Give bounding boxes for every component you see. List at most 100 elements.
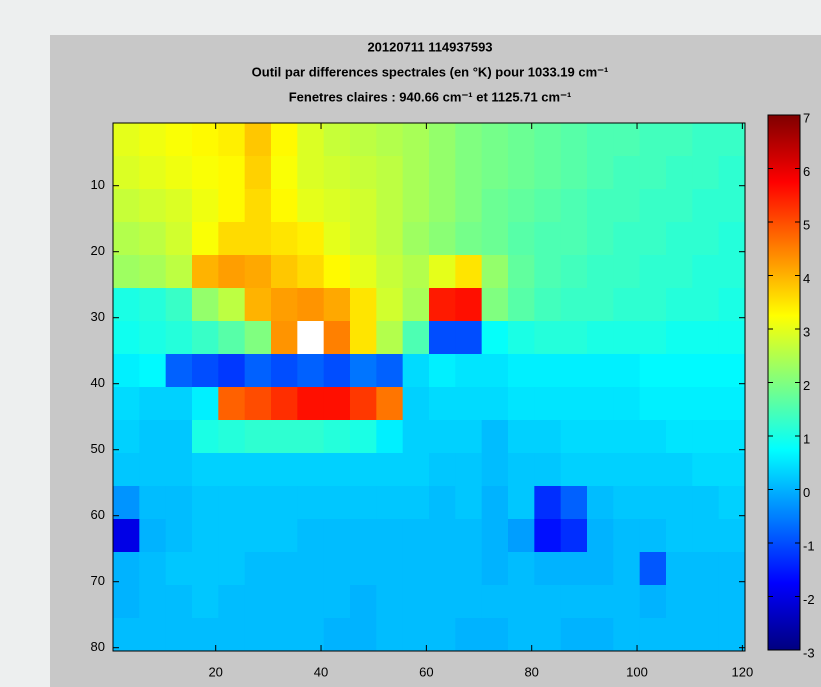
heatmap-cell	[324, 453, 351, 486]
heatmap-cell	[561, 354, 588, 387]
heatmap-cell	[508, 387, 535, 420]
heatmap-cell	[482, 156, 509, 189]
heatmap-cell	[350, 354, 377, 387]
heatmap-cell	[508, 288, 535, 321]
heatmap-cell	[692, 420, 719, 453]
heatmap-cell	[587, 585, 614, 618]
heatmap-cell	[561, 552, 588, 585]
heatmap-cell	[719, 618, 746, 651]
heatmap-cell	[666, 288, 693, 321]
page: 204060801001201020304050607080 20120711 …	[0, 0, 821, 687]
heatmap-cell	[640, 321, 667, 354]
colorbar-tick-label: 3	[803, 324, 810, 339]
heatmap-cell	[640, 255, 667, 288]
heatmap-cell	[350, 420, 377, 453]
heatmap-cell	[587, 618, 614, 651]
heatmap-cell	[666, 420, 693, 453]
heatmap-cell	[403, 255, 430, 288]
heatmap-cell	[561, 156, 588, 189]
heatmap-cell	[297, 354, 324, 387]
heatmap-cell	[719, 387, 746, 420]
heatmap-cell	[166, 618, 193, 651]
heatmap-cell	[324, 222, 351, 255]
heatmap-cell	[719, 222, 746, 255]
heatmap-cell	[350, 618, 377, 651]
heatmap-cell	[166, 222, 193, 255]
heatmap-cell	[218, 189, 245, 222]
heatmap-cell	[245, 354, 272, 387]
heatmap-cell	[376, 519, 403, 552]
heatmap-cell	[166, 123, 193, 156]
heatmap-cell	[508, 486, 535, 519]
heatmap-cell	[508, 519, 535, 552]
heatmap-cell	[429, 255, 456, 288]
heatmap-cell	[376, 354, 403, 387]
heatmap-cell	[613, 486, 640, 519]
heatmap-cell	[139, 453, 166, 486]
colorbar-tick-label: 5	[803, 217, 810, 232]
heatmap-cell	[482, 321, 509, 354]
heatmap-cell	[719, 156, 746, 189]
heatmap-cell	[297, 387, 324, 420]
heatmap-cell	[719, 255, 746, 288]
heatmap-cell	[719, 453, 746, 486]
heatmap-cell	[719, 321, 746, 354]
heatmap-cell	[113, 255, 140, 288]
heatmap-cell	[403, 123, 430, 156]
heatmap-cell	[218, 321, 245, 354]
heatmap-cell	[640, 222, 667, 255]
heatmap-cell	[455, 354, 482, 387]
heatmap-cell	[245, 255, 272, 288]
heatmap-cell	[561, 387, 588, 420]
heatmap-cell	[245, 123, 272, 156]
heatmap-cell	[245, 618, 272, 651]
heatmap-cell	[719, 189, 746, 222]
heatmap-cell	[139, 288, 166, 321]
heatmap-cell	[429, 387, 456, 420]
heatmap-cell	[429, 552, 456, 585]
heatmap-cell	[666, 123, 693, 156]
heatmap-cell	[139, 123, 166, 156]
heatmap-cell	[429, 123, 456, 156]
heatmap-cell	[508, 354, 535, 387]
heatmap-cell	[139, 354, 166, 387]
heatmap-cell	[666, 354, 693, 387]
heatmap-cell	[245, 453, 272, 486]
heatmap-cell	[324, 585, 351, 618]
heatmap-cell	[192, 453, 219, 486]
heatmap-cell	[534, 453, 561, 486]
heatmap-cell	[297, 486, 324, 519]
heatmap-cell	[534, 552, 561, 585]
heatmap-cell	[139, 519, 166, 552]
heatmap-cell	[113, 585, 140, 618]
heatmap-cell	[613, 189, 640, 222]
heatmap-cell	[218, 123, 245, 156]
heatmap-cell	[482, 552, 509, 585]
heatmap-cell	[297, 288, 324, 321]
heatmap-cell	[587, 222, 614, 255]
heatmap-cell	[218, 486, 245, 519]
heatmap-cell	[429, 189, 456, 222]
heatmap-cell	[692, 321, 719, 354]
heatmap-cell	[666, 222, 693, 255]
heatmap-cell	[245, 222, 272, 255]
heatmap-cell	[324, 486, 351, 519]
heatmap-cell	[271, 420, 298, 453]
heatmap-cell	[534, 321, 561, 354]
heatmap-cell	[271, 519, 298, 552]
heatmap-cell	[403, 387, 430, 420]
heatmap-cell	[297, 123, 324, 156]
heatmap-cell	[324, 387, 351, 420]
heatmap-cell	[403, 552, 430, 585]
heatmap-cell	[455, 420, 482, 453]
heatmap-cell	[376, 585, 403, 618]
heatmap-cell	[719, 519, 746, 552]
heatmap-cell	[482, 222, 509, 255]
heatmap-cell	[139, 321, 166, 354]
heatmap-cell	[166, 519, 193, 552]
heatmap-cell	[166, 255, 193, 288]
heatmap-cell	[297, 321, 324, 354]
heatmap-cell	[429, 222, 456, 255]
heatmap-cell	[508, 222, 535, 255]
heatmap-cell	[139, 222, 166, 255]
